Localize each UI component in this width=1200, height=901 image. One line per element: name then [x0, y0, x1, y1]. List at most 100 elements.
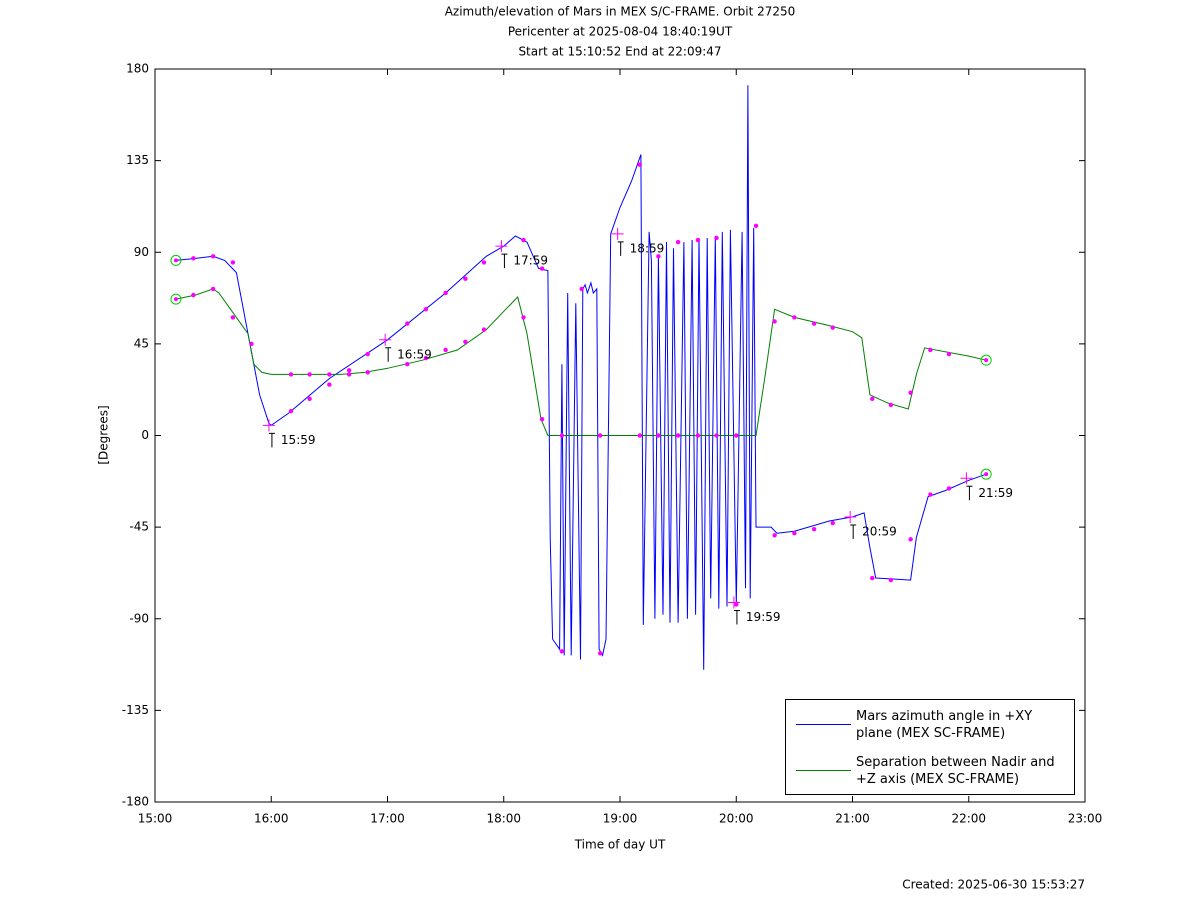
- time-marker: [675, 433, 681, 438]
- time-marker: [598, 433, 603, 438]
- time-marker: [346, 368, 352, 373]
- y-tick-label: 0: [141, 428, 149, 442]
- chart-subtitle: Pericenter at 2025-08-04 18:40:19UT: [508, 25, 733, 39]
- time-marker: [695, 237, 701, 243]
- time-marker: [714, 235, 719, 241]
- time-marker: [443, 290, 448, 296]
- time-marker: [811, 526, 817, 532]
- time-marker: [539, 417, 545, 422]
- annotation-arrow: [617, 241, 624, 256]
- time-marker: [405, 362, 410, 367]
- time-marker: [811, 321, 817, 326]
- annotation-cross: [611, 227, 624, 240]
- time-marker: [734, 433, 739, 438]
- time-marker: [637, 433, 642, 438]
- time-marker: [307, 396, 312, 402]
- time-marker: [830, 325, 835, 330]
- annotation-arrow: [385, 347, 392, 362]
- time-marker: [230, 315, 236, 320]
- time-marker: [481, 327, 487, 332]
- x-tick-label: 20:00: [719, 812, 754, 826]
- legend-swatch: [796, 724, 851, 725]
- time-marker: [579, 286, 584, 292]
- time-marker: [928, 492, 933, 497]
- time-marker: [870, 396, 875, 402]
- time-marker: [288, 408, 294, 414]
- time-marker: [463, 276, 468, 281]
- annotation-arrow: [966, 485, 973, 501]
- endpoint-marker: [170, 254, 182, 266]
- time-marker: [443, 347, 448, 353]
- time-marker: [365, 351, 370, 357]
- time-marker: [288, 372, 294, 377]
- time-marker: [753, 223, 759, 228]
- time-marker: [463, 339, 468, 345]
- y-tick-label: 180: [126, 62, 149, 76]
- x-tick-label: 21:00: [835, 812, 870, 826]
- annotation-label: 20:59: [862, 524, 897, 538]
- x-tick-label: 18:00: [486, 812, 521, 826]
- time-marker: [559, 433, 565, 438]
- time-marker: [327, 372, 332, 377]
- time-marker: [346, 372, 352, 377]
- time-marker: [928, 347, 933, 353]
- time-marker: [423, 355, 429, 361]
- y-tick-label: 135: [126, 153, 149, 167]
- time-marker: [307, 372, 312, 377]
- x-tick-label: 16:00: [254, 812, 289, 826]
- time-marker: [772, 319, 777, 324]
- footer: Created: 2025-06-30 15:53:27: [902, 878, 1085, 892]
- time-marker: [656, 433, 661, 438]
- time-marker: [327, 382, 332, 387]
- x-tick-label: 23:00: [1068, 812, 1103, 826]
- chart-subtitle: Start at 15:10:52 End at 22:09:47: [518, 45, 721, 59]
- time-marker: [230, 260, 236, 265]
- time-marker: [210, 254, 216, 259]
- x-axis-label: Time of day UT: [574, 838, 666, 852]
- time-marker: [637, 162, 642, 167]
- series-line: [175, 85, 987, 670]
- annotation-arrow: [501, 253, 508, 269]
- annotation-label: 18:59: [630, 241, 665, 255]
- time-marker: [539, 266, 545, 271]
- legend: Mars azimuth angle in +XY plane (MEX SC-…: [785, 699, 1075, 795]
- endpoint-dot: [173, 258, 178, 263]
- annotation-cross: [495, 240, 508, 253]
- annotation-label: 15:59: [281, 433, 316, 447]
- time-marker: [521, 315, 526, 320]
- time-marker: [946, 351, 952, 357]
- annotation-arrow: [268, 432, 275, 448]
- annotation-label: 21:59: [978, 486, 1013, 500]
- endpoint-marker: [980, 354, 992, 366]
- time-marker: [870, 575, 875, 581]
- time-marker: [675, 239, 681, 245]
- legend-swatch: [796, 770, 851, 771]
- annotation-arrow: [733, 609, 740, 625]
- annotation-label: 16:59: [397, 347, 432, 361]
- annotation-cross: [379, 333, 392, 346]
- time-marker: [792, 315, 797, 320]
- time-marker: [191, 292, 196, 298]
- y-tick-label: -45: [129, 520, 149, 534]
- annotation-label: 17:59: [513, 254, 548, 268]
- time-marker: [191, 256, 196, 261]
- series-line: [175, 288, 987, 436]
- time-marker: [830, 520, 835, 526]
- time-marker: [888, 577, 894, 583]
- time-marker: [908, 537, 913, 542]
- x-tick-label: 15:00: [138, 812, 173, 826]
- time-marker: [792, 531, 797, 536]
- y-tick-label: 45: [134, 336, 149, 350]
- endpoint-dot: [173, 297, 178, 302]
- x-tick-label: 17:00: [370, 812, 405, 826]
- time-marker: [249, 341, 254, 347]
- time-marker: [656, 254, 661, 259]
- time-marker: [598, 651, 603, 656]
- endpoint-marker: [980, 468, 992, 480]
- endpoint-dot: [984, 472, 989, 477]
- annotation-cross: [262, 419, 275, 432]
- endpoint-marker: [170, 293, 182, 305]
- y-tick-label: -180: [122, 795, 149, 809]
- time-marker: [365, 370, 370, 375]
